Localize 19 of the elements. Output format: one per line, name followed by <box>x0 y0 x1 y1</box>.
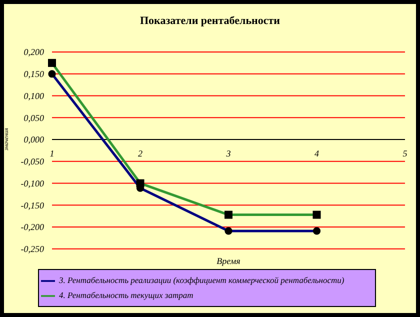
y-tick-label: -0,250 <box>20 244 44 254</box>
chart-title: Показатели рентабельности <box>140 15 281 27</box>
x-tick-label: 4 <box>314 148 320 159</box>
y-tick-label: 0,000 <box>24 134 44 145</box>
x-axis-title: Время <box>216 256 240 266</box>
y-tick-label: 0,150 <box>24 69 44 80</box>
y-tick-label: -0,150 <box>20 200 44 210</box>
legend-label: 4. Рентабельность текущих затрат <box>59 290 194 300</box>
x-tick-label: 3 <box>225 148 232 159</box>
y-tick-label: 0,200 <box>24 47 44 58</box>
x-tick-label: 5 <box>402 148 408 159</box>
y-tick-label: -0,200 <box>20 222 44 232</box>
y-tick-label: -0,100 <box>20 178 44 188</box>
x-tick-label: 1 <box>50 148 54 159</box>
x-tick-label: 2 <box>138 148 143 159</box>
y-tick-label: 0,050 <box>24 112 44 123</box>
legend-label: 3. Рентабельность реализации (коэффициент коммерческой рентабельности) <box>59 274 344 285</box>
y-tick-label: -0,050 <box>20 156 44 167</box>
y-tick-label: 0,100 <box>24 90 44 101</box>
